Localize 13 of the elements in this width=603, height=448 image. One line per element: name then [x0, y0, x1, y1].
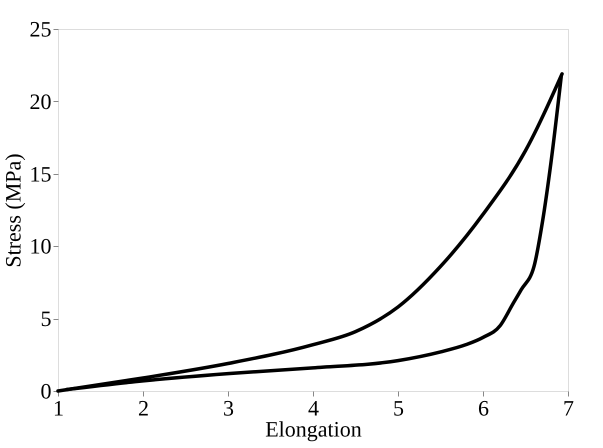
x-tick-label: 2 [138, 396, 149, 420]
y-tick-label: 25 [30, 16, 52, 42]
x-tick-label: 5 [393, 396, 404, 420]
y-axis-title: Stress (MPa) [0, 153, 26, 268]
x-tick-label: 1 [53, 396, 64, 420]
y-tick-label: 10 [30, 234, 52, 259]
x-tick-label: 7 [563, 396, 574, 420]
x-tick-label: 3 [223, 396, 234, 420]
y-tick-label: 5 [40, 306, 52, 332]
x-tick-label: 6 [478, 396, 489, 420]
y-tick-label: 20 [30, 88, 52, 114]
y-tick-label: 15 [30, 161, 52, 186]
y-tick-label: 0 [40, 378, 52, 404]
